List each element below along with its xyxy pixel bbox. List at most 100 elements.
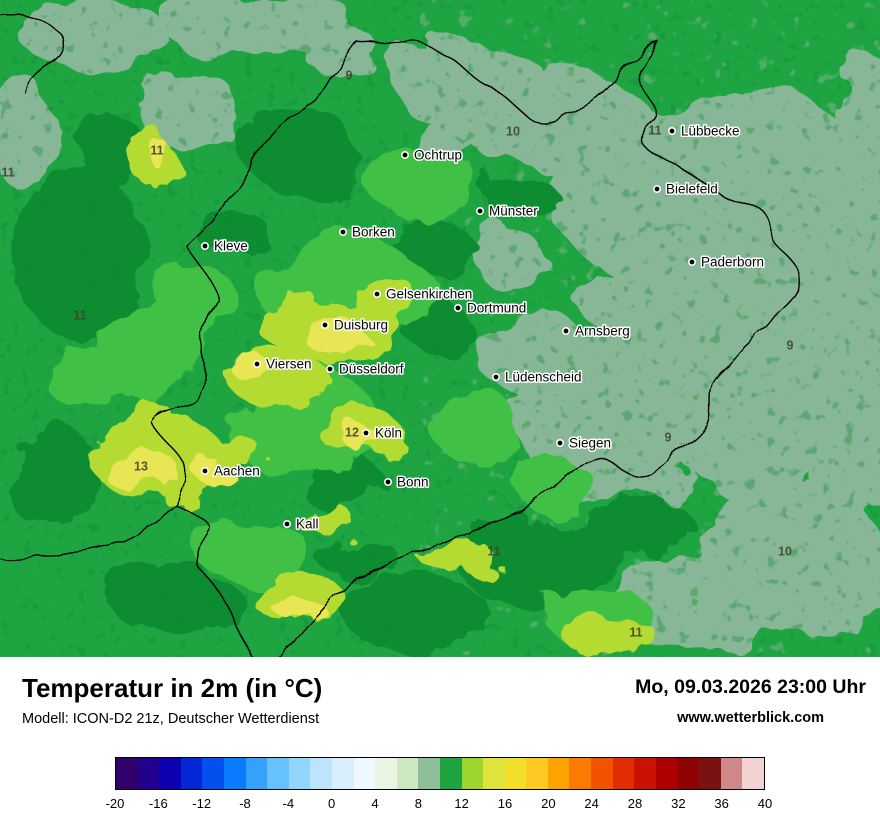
colorbar-tick: 8 <box>414 796 422 811</box>
city-marker-kall: Kall <box>282 515 320 533</box>
city-marker-paderborn: Paderborn <box>687 253 766 271</box>
city-label: Viersen <box>266 357 312 372</box>
city-label: Bonn <box>397 475 429 490</box>
colorbar-segment <box>396 758 419 789</box>
city-dot <box>400 151 409 160</box>
city-label: Gelsenkirchen <box>386 287 472 302</box>
temperature-map-svg: 9 10 11 11 11 11 9 9 12 13 11 10 11 Ochtrup Münster Lü… <box>0 0 880 657</box>
temperature-value: 11 <box>1 166 14 180</box>
temperature-value: 9 <box>346 69 353 83</box>
city-dot <box>372 289 381 298</box>
colorbar-segment <box>310 758 332 789</box>
city-label: Duisburg <box>334 318 388 333</box>
city-marker-bonn: Bonn <box>383 473 430 491</box>
colorbar-segment <box>655 758 678 789</box>
city-marker-viersen: Viersen <box>253 355 313 373</box>
border-west <box>150 41 358 657</box>
temperature-value: 10 <box>506 125 520 139</box>
city-markers-layer: Ochtrup Münster Lübbecke Bielefeld Kleve Bork… <box>201 122 766 533</box>
page-title: Temperatur in 2m (in °C) <box>22 673 323 703</box>
city-marker-gelsenkirchen: Gelsenkirchen <box>372 285 474 303</box>
colorbar-segment <box>547 758 570 789</box>
city-dot <box>338 228 347 237</box>
city-dot <box>361 428 370 437</box>
city-dot <box>325 364 334 373</box>
city-label: Köln <box>375 426 402 441</box>
city-label: Kleve <box>214 239 248 254</box>
city-marker-duisburg: Duisburg <box>320 316 390 334</box>
website-label: www.wetterblick.com <box>677 710 825 726</box>
city-marker-aachen: Aachen <box>201 462 261 480</box>
city-label: Ochtrup <box>414 148 462 163</box>
city-dot <box>201 466 210 475</box>
border-east <box>275 41 800 657</box>
city-marker-kleve: Kleve <box>201 237 249 255</box>
city-dot <box>555 438 564 447</box>
map-footer: Temperatur in 2m (in °C) Modell: ICON-D2… <box>0 657 880 830</box>
city-label: Arnsberg <box>575 324 630 339</box>
colorbar-tick: 12 <box>454 796 469 811</box>
colorbar-tick: 36 <box>714 796 729 811</box>
city-dot <box>652 185 661 194</box>
city-marker-bielefeld: Bielefeld <box>652 180 719 198</box>
temperature-value: 11 <box>73 309 86 323</box>
colorbar-segment <box>591 758 613 789</box>
colorbar-segment <box>612 758 635 789</box>
city-dot <box>253 359 262 368</box>
temperature-value: 9 <box>665 431 672 445</box>
border-north <box>356 39 659 124</box>
city-dot <box>383 477 392 486</box>
city-marker-dortmund: Dortmund <box>453 299 528 317</box>
temperature-value: 11 <box>629 626 642 640</box>
city-marker-düsseldorf: Düsseldorf <box>325 360 405 378</box>
colorbar-segment <box>742 758 764 789</box>
colorbar-segment <box>267 758 289 789</box>
city-marker-arnsberg: Arnsberg <box>561 322 631 340</box>
colorbar-segment <box>720 758 743 789</box>
temperature-value: 12 <box>345 426 359 440</box>
forecast-datetime: Mo, 09.03.2026 23:00 Uhr <box>635 676 866 698</box>
colorbar-tick: 4 <box>371 796 379 811</box>
city-label: Aachen <box>214 464 260 479</box>
colorbar-segment <box>677 758 700 789</box>
temperature-values-layer: 9 10 11 11 11 11 9 9 12 13 11 10 11 <box>1 69 793 640</box>
colorbar-segment <box>223 758 246 789</box>
temperature-colorbar <box>115 757 765 790</box>
colorbar-segment <box>569 758 592 789</box>
city-dot <box>667 127 676 136</box>
colorbar-segment <box>159 758 181 789</box>
map-region-yellow <box>102 137 384 620</box>
city-dot <box>491 372 500 381</box>
city-marker-siegen: Siegen <box>555 434 613 452</box>
city-dot <box>687 257 696 266</box>
colorbar-segment <box>439 758 462 789</box>
colorbar-segment <box>634 758 656 789</box>
city-label: Lübbecke <box>681 124 740 139</box>
border-southwest <box>0 504 177 562</box>
colorbar-segment <box>461 758 484 789</box>
colorbar-segment <box>202 758 224 789</box>
colorbar-segment <box>245 758 268 789</box>
colorbar-tick: 28 <box>627 796 643 811</box>
colorbar-segment <box>116 758 138 789</box>
colorbar-tick: 0 <box>328 796 336 811</box>
colorbar-segment <box>331 758 354 789</box>
colorbar-segment <box>418 758 440 789</box>
temperature-map: 9 10 11 11 11 11 9 9 12 13 11 10 11 Ochtrup Münster Lü… <box>0 0 880 657</box>
colorbar-tick: -16 <box>148 796 168 811</box>
colorbar-tick: 40 <box>757 796 773 811</box>
city-marker-münster: Münster <box>475 202 540 220</box>
city-dot <box>201 242 210 251</box>
colorbar-tick: 32 <box>671 796 686 811</box>
colorbar-segment <box>137 758 160 789</box>
city-dot <box>282 519 291 528</box>
city-label: Siegen <box>569 436 611 451</box>
colorbar-tick: -12 <box>192 796 212 811</box>
colorbar-tick: 24 <box>584 796 599 811</box>
model-info: Modell: ICON-D2 21z, Deutscher Wetterdie… <box>22 711 320 727</box>
city-dot <box>475 207 484 216</box>
city-label: Bielefeld <box>666 182 718 197</box>
colorbar-segment <box>375 758 397 789</box>
city-marker-ochtrup: Ochtrup <box>400 146 464 164</box>
city-label: Dortmund <box>467 301 526 316</box>
